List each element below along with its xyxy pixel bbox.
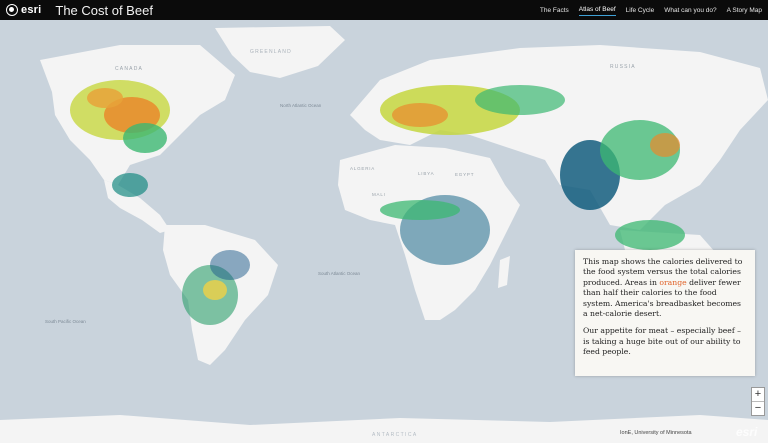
info-paragraph-2: Our appetite for meat – especially beef … — [583, 326, 741, 357]
zoom-control: + − — [751, 387, 765, 416]
orange-highlight: orange — [659, 277, 687, 287]
calorie-overlay — [70, 80, 715, 325]
label-south-atlantic: South Atlantic Ocean — [318, 271, 361, 276]
madagascar-land — [498, 256, 510, 288]
label-algeria: ALGERIA — [350, 166, 375, 171]
label-egypt: EGYPT — [455, 172, 474, 177]
globe-icon — [6, 4, 18, 16]
label-north-atlantic: North Atlantic Ocean — [280, 103, 322, 108]
zoom-divider — [752, 401, 764, 402]
label-canada: CANADA — [115, 66, 143, 72]
main-nav: The Facts Atlas of Beef Life Cycle What … — [540, 0, 762, 20]
app-title: The Cost of Beef — [55, 2, 153, 18]
info-text-a: This map shows the calories delivered to… — [583, 257, 743, 287]
zoom-out-button[interactable]: − — [754, 402, 762, 414]
nav-the-facts[interactable]: The Facts — [539, 6, 569, 14]
label-mali: MALI — [372, 192, 386, 197]
label-greenland: GREENLAND — [250, 49, 292, 55]
label-libya: LIBYA — [418, 171, 434, 176]
info-panel: This map shows the calories delivered to… — [575, 250, 755, 376]
nav-a-story-map[interactable]: A Story Map — [726, 6, 762, 14]
top-bar: esri The Cost of Beef The Facts Atlas of… — [0, 0, 768, 20]
map-attribution: IonE, University of Minnesota — [620, 430, 692, 436]
esri-watermark: esri — [736, 425, 758, 439]
nav-atlas-of-beef[interactable]: Atlas of Beef — [578, 4, 616, 16]
esri-logo[interactable]: esri — [6, 4, 41, 16]
nav-what-can-you-do[interactable]: What can you do? — [664, 6, 717, 14]
zoom-in-button[interactable]: + — [754, 388, 762, 400]
antarctica-land — [0, 415, 768, 443]
label-antarctica: ANTARCTICA — [372, 432, 418, 438]
info-text-b: deliver fewer than half their calories t… — [583, 277, 741, 318]
world-map[interactable]: GREENLAND ALGERIA LIBYA EGYPT MALI RUSSI… — [0, 20, 768, 443]
label-russia: RUSSIA — [610, 64, 636, 70]
greenland-land — [215, 26, 345, 78]
label-south-pacific: South Pacific Ocean — [45, 319, 86, 324]
info-paragraph-1: This map shows the calories delivered to… — [583, 257, 747, 319]
nav-life-cycle[interactable]: Life Cycle — [625, 6, 655, 14]
logo-text: esri — [21, 4, 42, 16]
